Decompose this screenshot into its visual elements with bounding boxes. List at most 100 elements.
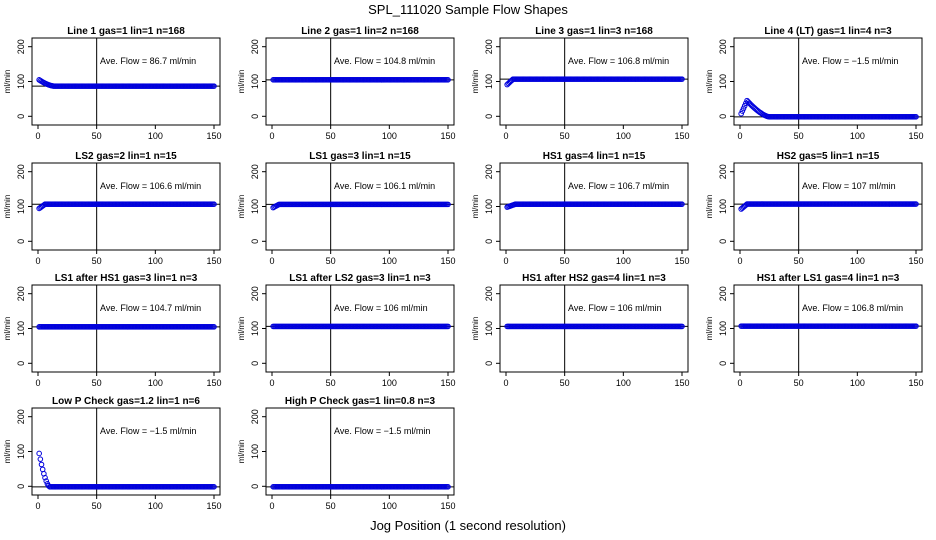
y-axis-label: ml/min: [3, 317, 12, 341]
x-tick-label: 150: [440, 378, 455, 388]
x-tick-label: 0: [503, 131, 508, 141]
x-tick-label: 150: [206, 378, 221, 388]
x-tick-label: 100: [148, 256, 163, 266]
data-point: [38, 461, 45, 468]
x-tick-label: 50: [560, 256, 570, 266]
data-series: [738, 323, 919, 329]
plot-frame: [31, 37, 221, 126]
x-tick-label: 50: [92, 256, 102, 266]
x-tick-label: 150: [206, 131, 221, 141]
subplot-title: High P Check gas=1 lin=0.8 n=3: [285, 396, 436, 407]
y-tick-label: 200: [16, 39, 26, 54]
y-tick-label: 100: [484, 74, 494, 89]
data-series: [270, 484, 451, 490]
x-tick-label: 50: [560, 378, 570, 388]
y-tick-label: 200: [718, 286, 728, 301]
y-tick-label: 0: [16, 484, 26, 489]
subplot-title: HS1 after LS1 gas=4 lin=1 n=3: [757, 273, 900, 284]
subplot-title: HS2 gas=5 lin=1 n=15: [777, 151, 880, 162]
data-series: [504, 201, 685, 210]
data-point: [36, 450, 42, 457]
y-tick-label: 100: [484, 321, 494, 336]
y-tick-label: 0: [250, 114, 260, 119]
data-series: [738, 97, 919, 120]
y-tick-label: 0: [484, 114, 494, 119]
data-series: [270, 201, 451, 211]
subplot-title: HS1 gas=4 lin=1 n=15: [543, 151, 646, 162]
average-flow-annotation: Ave. Flow = 107 ml/min: [802, 181, 896, 191]
average-flow-annotation: Ave. Flow = 106 ml/min: [568, 303, 662, 313]
data-series: [270, 323, 451, 330]
y-tick-label: 100: [718, 74, 728, 89]
x-tick-label: 0: [737, 131, 742, 141]
data-point: [211, 324, 217, 330]
x-tick-label: 0: [35, 501, 40, 511]
average-flow-annotation: Ave. Flow = 106.7 ml/min: [568, 181, 669, 191]
y-tick-label: 100: [16, 199, 26, 214]
x-tick-label: 100: [148, 378, 163, 388]
data-series: [738, 201, 919, 212]
data-point: [740, 105, 747, 112]
data-series: [270, 77, 451, 83]
data-point: [738, 110, 744, 117]
y-tick-label: 0: [250, 361, 260, 366]
y-tick-label: 0: [250, 484, 260, 489]
y-tick-label: 200: [718, 39, 728, 54]
y-tick-label: 100: [250, 444, 260, 459]
average-flow-annotation: Ave. Flow = 86.7 ml/min: [100, 56, 196, 66]
y-tick-label: 200: [250, 409, 260, 424]
y-tick-label: 200: [484, 286, 494, 301]
x-tick-label: 100: [148, 131, 163, 141]
subplot-title: LS1 gas=3 lin=1 n=15: [309, 151, 411, 162]
y-axis-label: ml/min: [471, 317, 480, 341]
data-point: [739, 108, 746, 114]
y-axis-label: ml/min: [705, 70, 714, 94]
figure-title: SPL_111020 Sample Flow Shapes: [368, 2, 568, 17]
y-tick-label: 0: [484, 361, 494, 366]
average-flow-annotation: Ave. Flow = 104.7 ml/min: [100, 303, 201, 313]
subplot-title: LS1 after LS2 gas=3 lin=1 n=3: [289, 273, 431, 284]
y-axis-label: ml/min: [705, 195, 714, 219]
subplot-title: HS1 after HS2 gas=4 lin=1 n=3: [522, 273, 666, 284]
y-tick-label: 0: [250, 239, 260, 244]
y-tick-label: 100: [250, 199, 260, 214]
y-tick-label: 200: [718, 164, 728, 179]
plot-frame: [31, 407, 221, 496]
data-point: [445, 201, 451, 208]
data-point: [445, 323, 451, 330]
data-point: [42, 474, 48, 481]
average-flow-annotation: Ave. Flow = 106.8 ml/min: [802, 303, 903, 313]
x-tick-label: 0: [503, 378, 508, 388]
data-point: [445, 77, 451, 83]
y-axis-label: ml/min: [3, 70, 12, 94]
x-tick-label: 50: [326, 378, 336, 388]
subplot-title: LS1 after HS1 gas=3 lin=1 n=3: [55, 273, 198, 284]
x-tick-label: 100: [616, 256, 631, 266]
x-tick-label: 100: [616, 131, 631, 141]
y-tick-label: 0: [16, 114, 26, 119]
subplot-10: LS1 after LS2 gas=3 lin=1 n=3 0 100 200 ml/m…: [237, 273, 456, 388]
y-tick-label: 0: [718, 239, 728, 244]
subplot-title: Line 3 gas=1 lin=3 n=168: [535, 26, 653, 37]
data-point: [43, 478, 50, 484]
y-tick-label: 200: [250, 286, 260, 301]
y-tick-label: 100: [718, 321, 728, 336]
y-axis-label: ml/min: [471, 195, 480, 219]
y-tick-label: 200: [484, 39, 494, 54]
y-tick-label: 200: [16, 286, 26, 301]
x-tick-label: 50: [92, 501, 102, 511]
data-series: [504, 323, 685, 330]
y-axis-label: ml/min: [237, 70, 246, 94]
x-tick-label: 100: [382, 131, 397, 141]
subplot-9: LS1 after HS1 gas=3 lin=1 n=3 0 100 200 ml/m…: [3, 273, 222, 388]
x-tick-label: 150: [908, 378, 923, 388]
subplot-12: HS1 after LS1 gas=4 lin=1 n=3 0 100 200 ml/m…: [705, 273, 924, 388]
x-tick-label: 150: [674, 378, 689, 388]
y-axis-label: ml/min: [3, 440, 12, 464]
x-tick-label: 100: [382, 501, 397, 511]
data-series: [36, 450, 217, 490]
x-tick-label: 0: [35, 256, 40, 266]
x-tick-label: 50: [92, 378, 102, 388]
y-axis-label: ml/min: [237, 440, 246, 464]
